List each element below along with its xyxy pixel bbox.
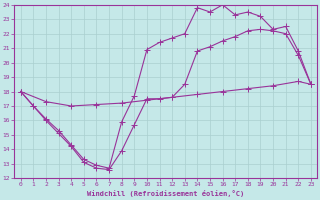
X-axis label: Windchill (Refroidissement éolien,°C): Windchill (Refroidissement éolien,°C) xyxy=(87,190,244,197)
